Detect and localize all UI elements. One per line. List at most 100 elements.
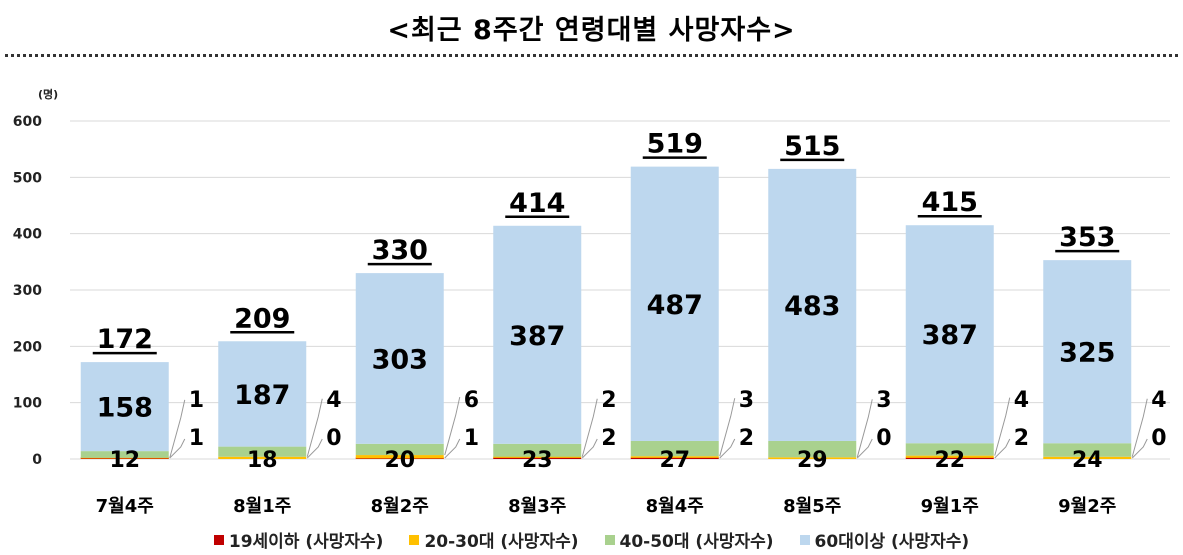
- y-axis-unit: (명): [38, 88, 59, 101]
- bar-segment-2-2: [355, 443, 444, 456]
- bar-segment-2-1: [355, 455, 444, 459]
- bar-segment-6-0: [905, 457, 994, 459]
- data-label-40-50-3: 23: [522, 448, 553, 473]
- bar-segment-6-1: [905, 455, 994, 458]
- x-tick-label-1: 8월1주: [233, 496, 291, 517]
- legend: 19세이하 (사망자수) 20-30대 (사망자수) 40-50대 (사망자수)…: [0, 527, 1183, 552]
- leader-line-under19-1: [306, 438, 323, 459]
- bar-segment-3-3: [493, 225, 582, 444]
- total-label-3: 414: [509, 188, 565, 219]
- bar-segment-3-0: [493, 457, 582, 459]
- data-label-20-30-7: 4: [1151, 388, 1166, 413]
- data-label-40-50-1: 18: [247, 448, 278, 473]
- data-label-under19-4: 2: [739, 426, 754, 451]
- data-label-60plus-3: 387: [509, 321, 565, 352]
- y-tick-label-200: 200: [13, 339, 42, 355]
- legend-item-under19: 19세이하 (사망자수): [213, 527, 384, 552]
- x-tick-label-4: 8월4주: [646, 496, 704, 517]
- bar-segment-1-3: [218, 341, 307, 447]
- data-label-40-50-7: 24: [1072, 448, 1103, 473]
- y-tick-label-600: 600: [13, 114, 42, 130]
- leader-line-under19-4: [719, 438, 736, 459]
- y-tick-label-500: 500: [13, 170, 42, 186]
- data-label-60plus-7: 325: [1059, 338, 1115, 369]
- data-label-under19-3: 2: [601, 426, 616, 451]
- leader-line-20-30-1: [306, 398, 323, 457]
- total-label-6: 415: [922, 187, 978, 218]
- leader-line-under19-0: [169, 438, 186, 459]
- data-label-under19-5: 0: [876, 426, 891, 451]
- bar-segment-6-3: [905, 225, 994, 444]
- bar-segment-0-2: [80, 451, 169, 458]
- y-tick-label-300: 300: [13, 283, 42, 299]
- x-tick-label-0: 7월4주: [96, 496, 154, 517]
- data-label-20-30-3: 2: [601, 388, 616, 413]
- bar-segment-7-3: [1043, 260, 1132, 444]
- total-label-7: 353: [1059, 222, 1115, 253]
- data-label-60plus-1: 187: [234, 380, 290, 411]
- data-label-40-50-2: 20: [384, 448, 415, 473]
- legend-swatch-20-30: [409, 534, 420, 545]
- data-label-40-50-5: 29: [797, 448, 828, 473]
- bar-segment-3-1: [493, 456, 582, 458]
- legend-label-40-50: 40-50대 (사망자수): [619, 532, 774, 552]
- bar-segment-4-1: [630, 456, 719, 458]
- bar-segment-1-1: [218, 456, 307, 459]
- chart-title: <최근 8주간 연령대별 사망자수>: [387, 15, 796, 46]
- bar-segment-0-3: [80, 362, 169, 452]
- data-label-40-50-6: 22: [934, 448, 965, 473]
- leader-line-under19-5: [856, 438, 873, 459]
- bar-segment-4-2: [630, 440, 719, 457]
- bar-segment-5-2: [768, 440, 857, 458]
- data-label-under19-0: 1: [189, 426, 204, 451]
- data-label-60plus-2: 303: [372, 344, 428, 375]
- total-label-1: 209: [234, 303, 290, 334]
- y-tick-label-100: 100: [13, 396, 42, 412]
- leader-line-20-30-3: [581, 398, 598, 457]
- x-tick-label-7: 9월2주: [1058, 496, 1116, 517]
- total-label-4: 519: [647, 129, 703, 160]
- bar-segment-4-0: [630, 457, 719, 459]
- data-label-20-30-6: 4: [1014, 388, 1029, 413]
- data-label-40-50-4: 27: [659, 448, 690, 473]
- bar-segment-1-2: [218, 446, 307, 457]
- legend-swatch-60plus: [799, 534, 810, 545]
- legend-label-under19: 19세이하 (사망자수): [228, 532, 384, 552]
- total-label-5: 515: [784, 131, 840, 162]
- bar-segment-2-3: [355, 273, 444, 444]
- data-label-under19-7: 0: [1151, 426, 1166, 451]
- data-label-20-30-1: 4: [326, 388, 341, 413]
- data-label-under19-6: 2: [1014, 426, 1029, 451]
- bar-segment-3-2: [493, 443, 582, 457]
- y-tick-label-400: 400: [13, 227, 42, 243]
- bar-segment-5-1: [768, 457, 857, 459]
- data-label-under19-1: 0: [326, 426, 341, 451]
- legend-swatch-40-50: [604, 534, 615, 545]
- leader-line-under19-7: [1131, 438, 1148, 459]
- total-label-0: 172: [97, 324, 153, 355]
- leader-line-20-30-5: [856, 399, 873, 458]
- leader-line-20-30-2: [444, 396, 461, 456]
- data-label-20-30-5: 3: [876, 388, 891, 413]
- leader-line-20-30-4: [719, 398, 736, 457]
- leader-line-20-30-6: [994, 397, 1011, 456]
- x-tick-label-5: 8월5주: [783, 496, 841, 517]
- x-tick-label-6: 9월1주: [921, 496, 979, 517]
- title-divider: [5, 54, 1178, 57]
- y-tick-label-0: 0: [32, 452, 42, 468]
- data-label-60plus-0: 158: [97, 393, 153, 424]
- leader-line-under19-2: [444, 438, 461, 459]
- bar-segment-7-1: [1043, 456, 1132, 459]
- legend-item-60plus: 60대이상 (사망자수): [799, 527, 969, 552]
- x-tick-label-3: 8월3주: [508, 496, 566, 517]
- leader-line-under19-3: [581, 438, 598, 459]
- data-label-40-50-0: 12: [109, 448, 140, 473]
- legend-label-20-30: 20-30대 (사망자수): [424, 532, 579, 552]
- leader-line-under19-6: [994, 438, 1011, 459]
- x-tick-label-2: 8월2주: [371, 496, 429, 517]
- data-label-60plus-4: 487: [647, 290, 703, 321]
- legend-swatch-under19: [213, 534, 224, 545]
- data-label-20-30-0: 1: [189, 388, 204, 413]
- data-label-under19-2: 1: [464, 426, 479, 451]
